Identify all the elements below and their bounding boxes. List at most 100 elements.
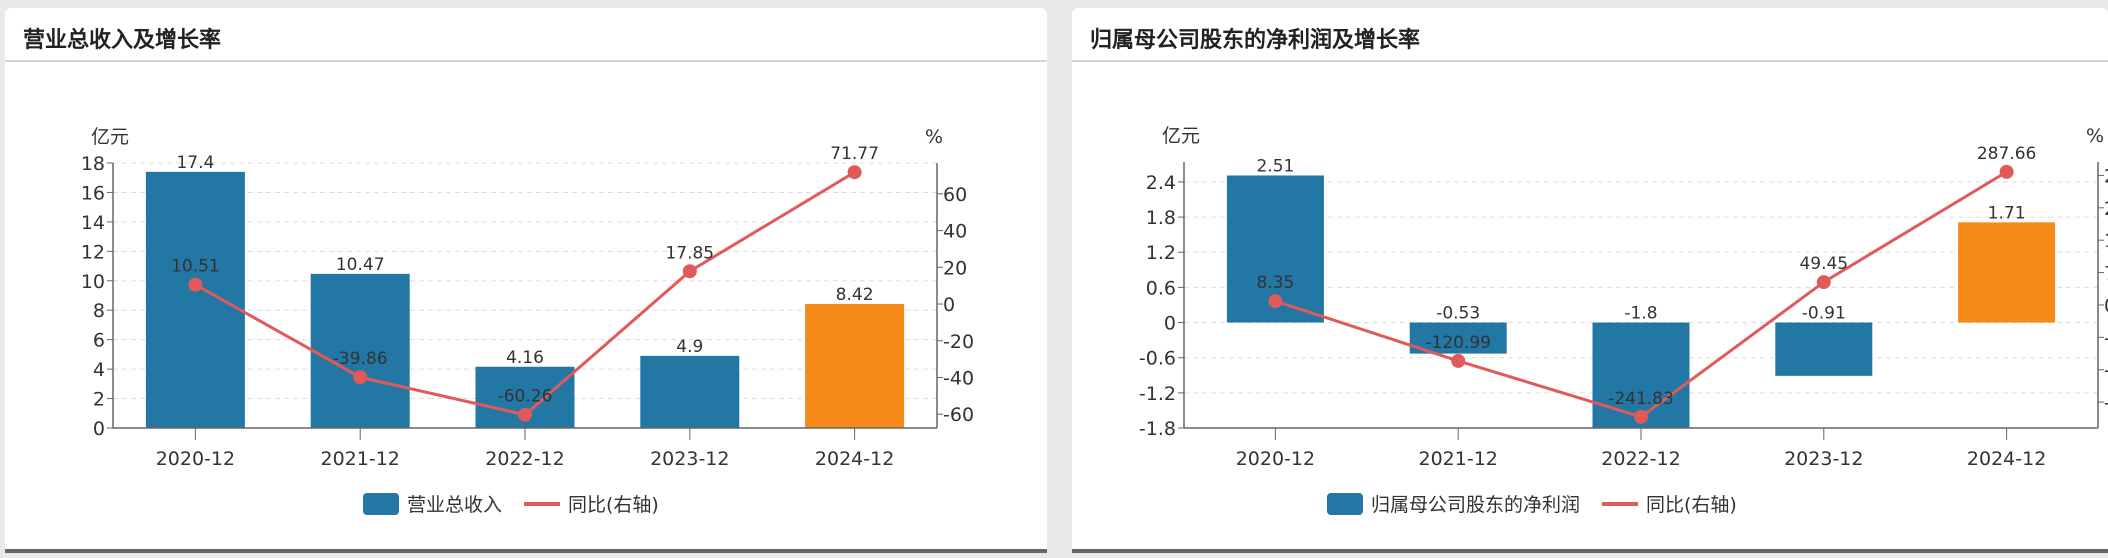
card-bottom-border [1072, 549, 2108, 553]
y2-tick-label: 0 [943, 294, 955, 316]
growth-value-label: 8.35 [1256, 273, 1294, 293]
x-tick-label: 2021-12 [321, 448, 400, 470]
growth-value-label: -120.99 [1425, 333, 1491, 353]
y-tick-label: -0.6 [1139, 348, 1176, 370]
card-bottom-border [5, 549, 1047, 553]
growth-value-label: 10.51 [171, 257, 220, 277]
growth-point [1999, 164, 2014, 179]
bar [1958, 222, 2056, 323]
y2-tick-label: 210 [2104, 198, 2108, 220]
bar-value-label: -0.91 [1802, 304, 1846, 324]
y-tick-label: 8 [93, 300, 105, 322]
bar [1775, 322, 1873, 376]
y-tick-label: 1.2 [1146, 242, 1176, 264]
left-axis-unit: 亿元 [91, 126, 129, 148]
y2-tick-label: 40 [943, 221, 967, 243]
y-tick-label: 2.4 [1146, 172, 1176, 194]
x-tick-label: 2022-12 [1601, 448, 1680, 470]
y-tick-label: 4 [93, 359, 105, 381]
growth-point [847, 165, 862, 180]
bar [145, 171, 245, 429]
legend-bar-label: 归属母公司股东的净利润 [1371, 494, 1580, 516]
x-tick-label: 2023-12 [650, 448, 729, 470]
growth-point [1634, 409, 1648, 424]
y-tick-label: 10 [81, 271, 105, 293]
bar-value-label: 10.47 [336, 255, 385, 275]
legend-line-label: 同比(右轴) [568, 494, 659, 516]
y-tick-label: 18 [81, 153, 105, 175]
bar-value-label: 8.42 [836, 285, 874, 305]
growth-value-label: -241.83 [1608, 389, 1674, 409]
y2-tick-label: -60 [943, 404, 974, 426]
y-tick-label: 0 [93, 418, 105, 440]
y2-tick-label: -140 [2104, 360, 2108, 382]
card-title: 营业总收入及增长率 [23, 28, 222, 53]
right-axis-unit: % [2086, 125, 2104, 147]
y-tick-label: 16 [81, 182, 105, 204]
y-tick-label: -1.2 [1139, 383, 1176, 405]
net-profit-chart-card: 归属母公司股东的净利润及增长率 -1.8 -1.2 -0.6 0 0.6 1.2 1.8 2.… [1072, 8, 2108, 553]
x-tick-label: 2022-12 [485, 448, 564, 470]
growth-value-label: 287.66 [1977, 144, 2036, 164]
x-tick-label: 2020-12 [156, 448, 235, 470]
bar-value-label: 17.4 [176, 153, 214, 173]
card-title: 归属母公司股东的净利润及增长率 [1090, 28, 1421, 53]
bar-value-label: 4.9 [676, 337, 703, 357]
y2-tick-label: 70 [2104, 263, 2108, 285]
legend-line-label: 同比(右轴) [1646, 494, 1737, 516]
y-tick-label: 14 [81, 212, 105, 234]
x-tick-label: 2023-12 [1784, 448, 1863, 470]
bar [1409, 322, 1507, 354]
net-profit-chart: -1.8 -1.2 -0.6 0 0.6 1.2 1.8 2.4 -210 -140 -70 0 70 1… [1139, 125, 2108, 516]
y2-tick-label: -70 [2104, 327, 2108, 349]
growth-point [1816, 275, 1831, 290]
right-axis-unit: % [925, 126, 943, 148]
y-tick-label: 0 [1164, 313, 1176, 335]
y2-tick-label: 140 [2104, 230, 2108, 252]
x-tick-label: 2020-12 [1236, 448, 1315, 470]
bar [805, 304, 905, 428]
legend-bar-label: 营业总收入 [407, 494, 502, 516]
revenue-chart-card: 营业总收入及增长率 0 2 4 6 8 10 12 14 16 18 -60 -40 -20 0 20 40 6… [5, 8, 1047, 553]
growth-value-label: 49.45 [1799, 254, 1848, 274]
y2-tick-label: 0 [2104, 295, 2108, 317]
revenue-chart: 0 2 4 6 8 10 12 14 16 18 -60 -40 -20 0 20 40 60 亿元 % 2020-1… [81, 126, 974, 516]
y2-tick-label: -20 [943, 331, 974, 353]
title-divider [1072, 60, 2108, 62]
growth-value-label: 17.85 [665, 243, 714, 263]
bar-value-label: 1.71 [1988, 203, 2026, 223]
y2-tick-label: -210 [2104, 392, 2108, 414]
bar-value-label: 4.16 [506, 348, 544, 368]
legend-bar-swatch [363, 493, 399, 515]
y-tick-label: 6 [93, 330, 105, 352]
x-tick-label: 2024-12 [815, 448, 894, 470]
x-tick-label: 2021-12 [1419, 448, 1498, 470]
left-axis-unit: 亿元 [1162, 125, 1200, 147]
y2-tick-label: 20 [943, 257, 967, 279]
growth-point [1451, 353, 1466, 368]
y-tick-label: 0.6 [1146, 277, 1176, 299]
y-tick-label: 1.8 [1146, 207, 1176, 229]
y-tick-label: 2 [93, 389, 105, 411]
y2-tick-label: -40 [943, 367, 974, 389]
y2-tick-label: 280 [2104, 165, 2108, 187]
bar-value-label: -0.53 [1436, 304, 1480, 324]
x-tick-label: 2024-12 [1967, 448, 2046, 470]
growth-value-label: 71.77 [830, 144, 879, 164]
growth-value-label: -60.26 [498, 387, 553, 407]
bar-value-label: 2.51 [1256, 156, 1294, 176]
y-tick-label: 12 [81, 241, 105, 263]
bar [310, 273, 410, 428]
growth-value-label: -39.86 [333, 349, 388, 369]
legend-bar-swatch [1327, 493, 1363, 515]
title-divider [5, 60, 1047, 62]
growth-point [353, 370, 368, 385]
growth-point [1268, 294, 1283, 309]
y2-tick-label: 60 [943, 184, 967, 206]
growth-point [682, 264, 697, 279]
bar [640, 355, 740, 428]
bar-value-label: -1.8 [1624, 304, 1657, 324]
growth-point [518, 407, 532, 422]
growth-point [188, 277, 203, 292]
y-tick-label: -1.8 [1139, 418, 1176, 440]
